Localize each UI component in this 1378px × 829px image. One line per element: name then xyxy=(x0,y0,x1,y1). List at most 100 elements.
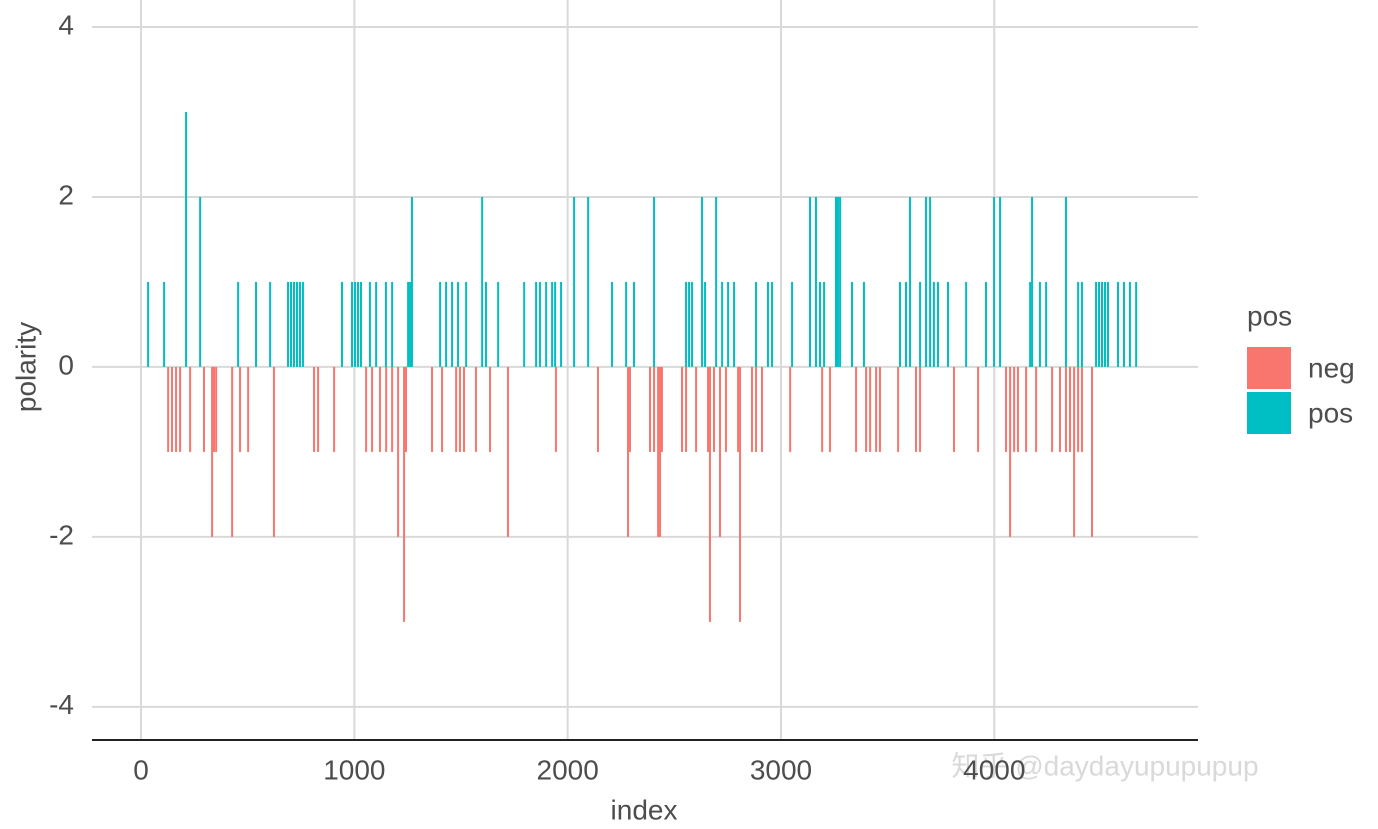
bar xyxy=(506,366,509,537)
bar xyxy=(718,366,721,537)
bar xyxy=(1106,281,1109,367)
bar xyxy=(560,281,563,367)
bar xyxy=(213,366,216,452)
y-tick-label: 4 xyxy=(58,9,74,40)
bar xyxy=(993,196,996,367)
bar xyxy=(739,366,742,622)
x-tick-label: 3000 xyxy=(750,754,812,785)
bar xyxy=(791,281,794,367)
bar xyxy=(862,281,865,367)
bar xyxy=(313,366,316,452)
bar xyxy=(1005,366,1008,452)
bar xyxy=(1103,281,1106,367)
bar xyxy=(984,281,987,367)
bar xyxy=(147,281,150,367)
bar xyxy=(649,366,652,452)
bar xyxy=(915,366,918,452)
bar xyxy=(819,281,822,367)
bar xyxy=(766,281,769,367)
bar xyxy=(359,281,362,367)
bar xyxy=(1095,281,1098,367)
bar xyxy=(1117,281,1120,367)
bar xyxy=(999,196,1002,367)
bar xyxy=(1031,196,1034,367)
bar xyxy=(596,366,599,452)
y-tick-label: 0 xyxy=(58,349,74,380)
legend-swatch xyxy=(1247,392,1291,434)
bar xyxy=(952,366,955,452)
bar xyxy=(1009,366,1012,537)
bar xyxy=(625,281,628,367)
bar xyxy=(919,366,922,452)
bar xyxy=(317,366,320,452)
bar xyxy=(865,366,868,452)
bar xyxy=(189,366,192,452)
bar xyxy=(385,366,388,452)
bar xyxy=(211,366,214,537)
y-tick-label: -4 xyxy=(49,689,74,720)
bar xyxy=(1098,281,1101,367)
bar xyxy=(713,366,716,452)
bar xyxy=(587,196,590,367)
bar xyxy=(1135,281,1138,367)
bar xyxy=(839,196,842,367)
bar xyxy=(755,366,758,452)
bar xyxy=(932,281,935,367)
bar xyxy=(653,196,656,367)
bar xyxy=(333,366,336,452)
bar xyxy=(1045,281,1048,367)
bar xyxy=(391,281,394,367)
watermark: 知乎 @daydayupupupup xyxy=(951,750,1258,781)
bar xyxy=(1077,281,1080,367)
bar xyxy=(554,281,557,367)
bar xyxy=(365,366,368,452)
bar xyxy=(909,196,912,367)
bar xyxy=(455,366,458,452)
x-tick-label: 0 xyxy=(133,754,149,785)
bar xyxy=(936,281,939,367)
bar xyxy=(875,366,878,452)
bar xyxy=(545,281,548,367)
bar xyxy=(1122,281,1125,367)
bar xyxy=(707,366,710,452)
bar xyxy=(497,281,500,367)
bar xyxy=(298,281,301,367)
bar xyxy=(1016,366,1019,452)
bar xyxy=(1013,366,1016,452)
bar xyxy=(919,281,922,367)
legend-label: neg xyxy=(1308,352,1355,383)
bar xyxy=(239,366,242,452)
x-axis-label: index xyxy=(611,794,678,825)
bar xyxy=(688,281,691,367)
bar xyxy=(375,281,378,367)
bar xyxy=(1080,366,1083,452)
bar xyxy=(215,366,218,452)
bar xyxy=(293,281,296,367)
bar xyxy=(1038,281,1041,367)
legend-title: pos xyxy=(1247,300,1292,331)
bar xyxy=(899,281,902,367)
bar xyxy=(384,281,387,367)
bar xyxy=(947,281,950,367)
bar xyxy=(407,281,410,367)
bar xyxy=(1035,366,1038,452)
x-tick-label: 4000 xyxy=(963,754,1025,785)
bar xyxy=(929,196,932,367)
bar xyxy=(484,281,487,367)
bar xyxy=(404,366,407,452)
y-tick-label: 2 xyxy=(58,179,74,210)
bar xyxy=(1064,366,1067,452)
bar xyxy=(202,366,205,452)
bar xyxy=(721,281,724,367)
bar xyxy=(535,281,538,367)
bar xyxy=(301,281,304,367)
bar xyxy=(391,366,394,452)
bar xyxy=(185,111,188,367)
bar xyxy=(551,281,554,367)
bar xyxy=(823,281,826,367)
bar xyxy=(627,366,630,537)
bar xyxy=(628,366,631,452)
bar xyxy=(403,366,406,622)
bar xyxy=(925,196,928,367)
bar xyxy=(829,366,832,452)
